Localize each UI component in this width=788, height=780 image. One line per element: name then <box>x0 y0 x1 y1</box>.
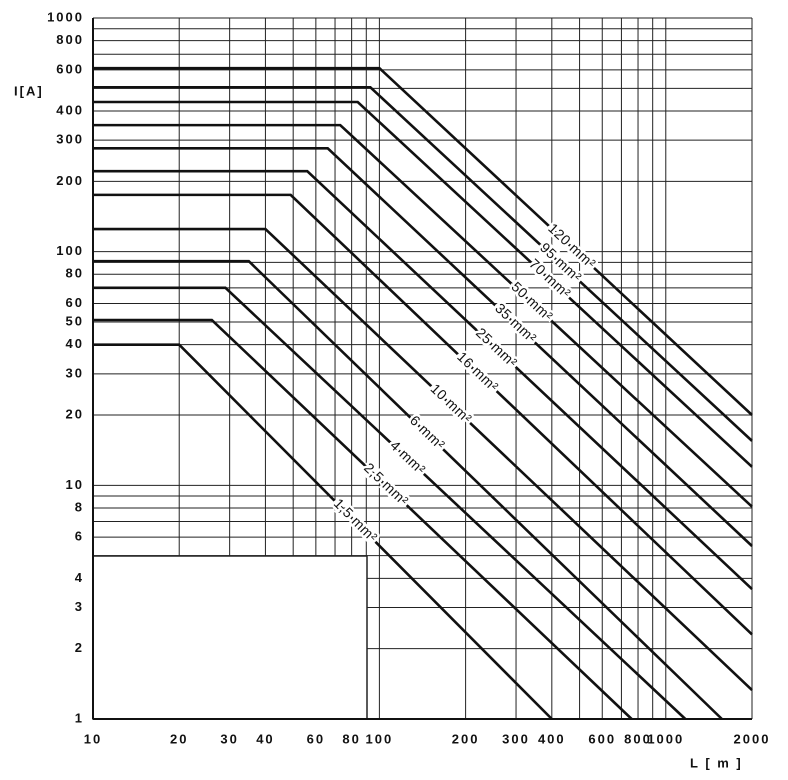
y-tick-label: 3 <box>75 599 84 614</box>
x-tick-label: 800 <box>624 731 652 746</box>
y-tick-label: 50 <box>66 313 84 328</box>
x-tick-label: 200 <box>452 731 480 746</box>
x-tick-label: 20 <box>170 731 188 746</box>
y-tick-label: 1000 <box>47 9 84 24</box>
y-tick-label: 400 <box>56 102 84 117</box>
y-tick-label: 8 <box>75 499 84 514</box>
series-label: 10 mm² <box>428 380 476 426</box>
series-line <box>93 86 753 442</box>
y-tick-label: 1 <box>75 710 84 725</box>
series-label: 1,5 mm² <box>331 495 381 545</box>
y-tick-label: 60 <box>66 295 84 310</box>
y-tick-label: 40 <box>66 336 84 351</box>
series-line <box>93 193 753 636</box>
x-tick-label: 40 <box>256 731 274 746</box>
blank-area <box>92 555 368 720</box>
series-label: 4 mm² <box>387 437 429 478</box>
series-line <box>93 66 753 416</box>
y-axis-label: I[A] <box>14 83 44 98</box>
x-tick-label: 100 <box>366 731 394 746</box>
y-tick-label: 80 <box>66 266 84 281</box>
series-line <box>93 343 553 720</box>
x-tick-label: 30 <box>220 731 238 746</box>
x-tick-label: 80 <box>342 731 360 746</box>
y-tick-label: 300 <box>56 132 84 147</box>
y-tick-label: 20 <box>66 406 84 421</box>
y-tick-label: 30 <box>66 365 84 380</box>
x-tick-label: 10 <box>84 731 102 746</box>
x-tick-label: 60 <box>307 731 325 746</box>
series-line <box>93 169 753 590</box>
series-line <box>93 146 753 547</box>
y-tick-label: 800 <box>56 32 84 47</box>
series-line <box>93 123 753 508</box>
series-label: 2,5 mm² <box>361 460 412 509</box>
x-tick-label: 300 <box>502 731 530 746</box>
series-line <box>93 259 723 720</box>
series-label: 6 mm² <box>407 412 448 453</box>
y-tick-label: 200 <box>56 173 84 188</box>
y-tick-label: 6 <box>75 529 84 544</box>
y-tick-label: 600 <box>56 61 84 76</box>
y-tick-label: 10 <box>66 477 84 492</box>
x-tick-label: 2000 <box>734 731 771 746</box>
y-tick-label: 4 <box>75 570 84 585</box>
series-line <box>93 286 687 720</box>
y-tick-label: 100 <box>56 243 84 258</box>
series-line <box>93 227 753 692</box>
series-line <box>93 100 753 468</box>
y-tick-label: 2 <box>75 640 84 655</box>
x-axis-label: L [ m ] <box>690 755 743 770</box>
x-tick-label: 400 <box>538 731 566 746</box>
x-tick-label: 600 <box>588 731 616 746</box>
series-line <box>93 318 633 720</box>
x-tick-label: 1000 <box>647 731 684 746</box>
